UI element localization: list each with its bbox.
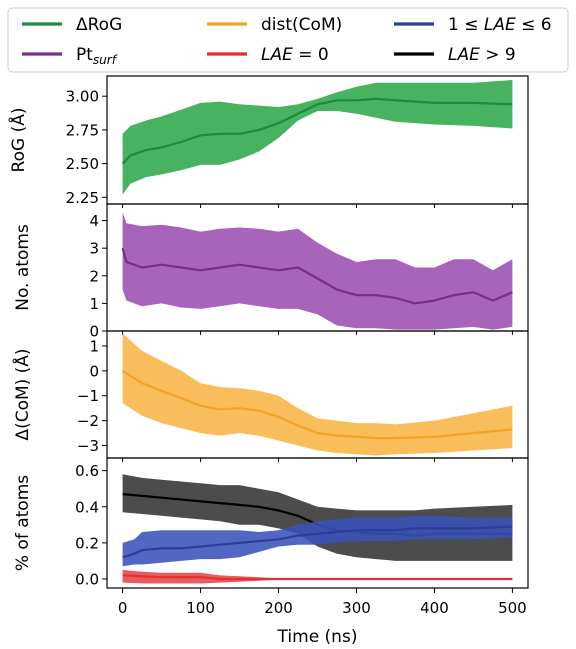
band-Pt_surf <box>122 212 513 330</box>
y-axis-label: % of atoms <box>13 475 33 571</box>
y-tick-label: 2.25 <box>66 189 99 207</box>
plot-area <box>121 212 513 330</box>
x-tick-label: 500 <box>498 599 527 617</box>
x-tick-label: 200 <box>264 599 293 617</box>
panel-3: 1 0 −1 −2 −3 Δ(CoM) (Å) <box>11 330 529 462</box>
x-tick-label: 0 <box>118 599 128 617</box>
y-tick-label: 1 <box>89 337 99 355</box>
plot-area <box>122 474 513 584</box>
legend-label: LAE > 9 <box>448 45 516 65</box>
x-tick-label: 400 <box>420 599 449 617</box>
mean-line-ΔRoG <box>121 97 513 165</box>
legend-label: ΔRoG <box>76 15 122 35</box>
y-tick-label: 0.6 <box>75 462 99 480</box>
y-tick-label: 0.0 <box>75 570 99 588</box>
legend-label: 1 ≤ LAE ≤ 6 <box>448 15 552 35</box>
legend: ΔRoG dist(CoM) 1 ≤ LAE ≤ 6 Ptsurf LAE = 0 LAE… <box>7 7 569 73</box>
x-axis: 0 100 200 300 400 500 Time (ns) <box>118 599 527 647</box>
y-tick-label: 3 <box>89 240 99 258</box>
panel-4: 0.0 0.2 0.4 0.6 % of atoms <box>13 457 529 593</box>
plot-area <box>122 333 513 456</box>
x-tick-label: 100 <box>186 599 215 617</box>
band-dist(CoM) <box>122 333 513 456</box>
panel-1: 2.25 2.50 2.75 3.00 RoG (Å) <box>7 75 529 208</box>
y-tick-label: 0 <box>89 323 99 341</box>
y-axis-label: RoG (Å) <box>7 108 29 173</box>
legend-label: dist(CoM) <box>261 15 342 35</box>
panel-2: 0 1 2 3 4 No. atoms <box>13 203 529 341</box>
y-tick-label: 4 <box>89 212 99 230</box>
y-tick-label: 2.50 <box>66 155 99 173</box>
y-axis-label: No. atoms <box>13 224 33 311</box>
plot-area <box>121 80 513 195</box>
x-axis-label: Time (ns) <box>277 627 358 647</box>
band-ΔRoG <box>122 80 513 195</box>
y-tick-label: 3.00 <box>66 88 99 106</box>
y-tick-label: −3 <box>77 437 99 455</box>
y-tick-label: 1 <box>89 295 99 313</box>
y-tick-label: −2 <box>77 412 99 430</box>
mean-line-LAE = 0 <box>122 574 513 581</box>
legend-label: LAE = 0 <box>261 45 329 65</box>
y-tick-label: 2 <box>89 267 99 285</box>
y-tick-label: 0.2 <box>75 534 99 552</box>
mean-line-dist(CoM) <box>122 369 513 440</box>
legend-label: Ptsurf <box>76 45 118 67</box>
y-axis-label: Δ(CoM) (Å) <box>11 348 33 440</box>
mean-line-1 ≤ LAE ≤ 6 <box>122 525 513 559</box>
x-tick-label: 300 <box>342 599 371 617</box>
mean-line-Pt_surf <box>121 247 513 305</box>
y-tick-label: −1 <box>77 387 99 405</box>
panel-frame <box>106 457 529 589</box>
y-tick-label: 0.4 <box>75 498 99 516</box>
y-tick-label: 0 <box>89 362 99 380</box>
y-tick-label: 2.75 <box>66 121 99 139</box>
